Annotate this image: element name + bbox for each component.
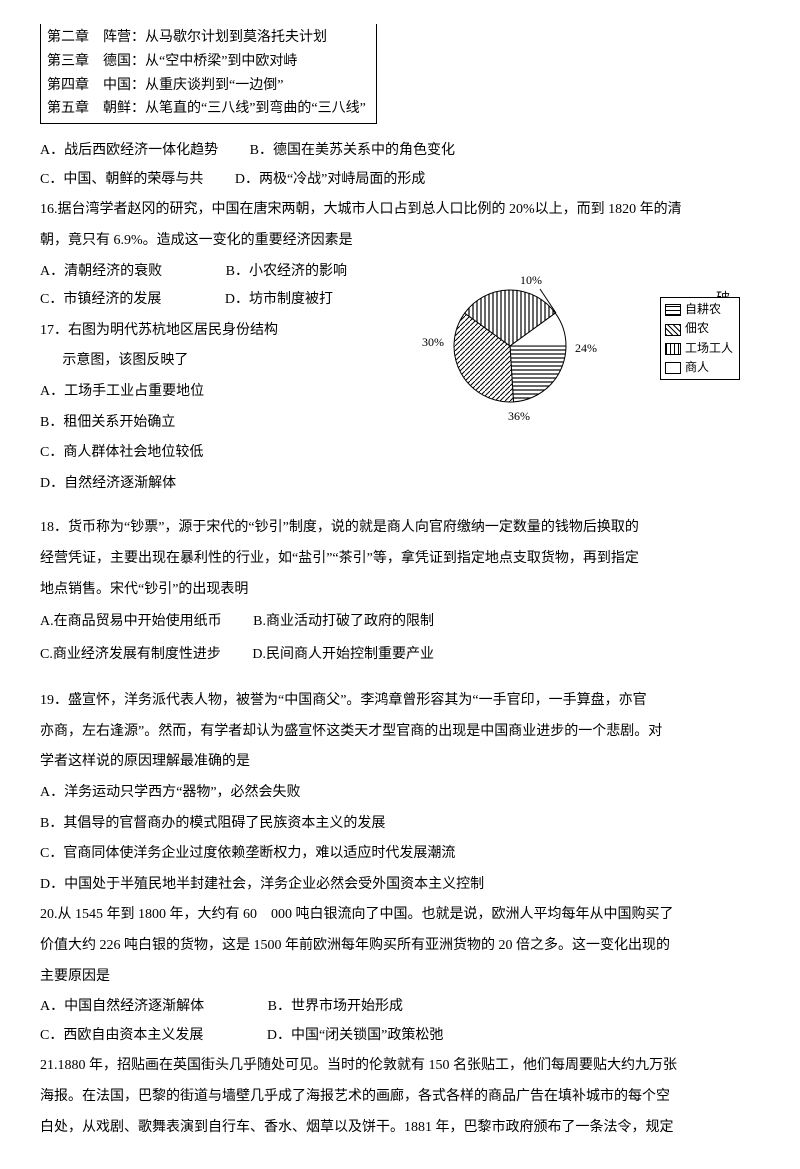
q17-block: C．市镇经济的发展 D．坊市制度被打 破 17．右图为明代苏杭地区居民身份结构 …: [40, 287, 760, 497]
q20-options-row2: C．西欧自由资本主义发展 D．中国“闭关锁国”政策松弛: [40, 1023, 760, 1050]
q19-opt-b: B．其倡导的官督商办的模式阻碍了民族资本主义的发展: [40, 811, 760, 838]
legend-label-4: 商人: [685, 360, 709, 374]
q15-options-row1: A．战后西欧经济一体化趋势 B．德国在美苏关系中的角色变化: [40, 138, 760, 165]
q18-line3: 地点销售。宋代“钞引”的出现表明: [40, 577, 760, 604]
legend-swatch-icon: [665, 343, 681, 355]
q18-line1: 18．货币称为“钞票”，源于宋代的“钞引”制度，说的就是商人向官府缴纳一定数量的…: [40, 515, 760, 542]
q20-opt-a: A．中国自然经济逐渐解体: [40, 994, 204, 1021]
q16-opt-d: D．坊市制度被打: [225, 287, 333, 314]
q18-opt-a: A.在商品贸易中开始使用纸币: [40, 609, 222, 636]
q16-stem-line1: 16.据台湾学者赵冈的研究，中国在唐宋两朝，大城市人口占到总人口比例的 20%以…: [40, 197, 760, 224]
legend-row-1: 自耕农: [665, 300, 733, 319]
q15-opt-c: C．中国、朝鲜的荣辱与共: [40, 167, 203, 194]
q18-options-row2: C.商业经济发展有制度性进步 D.民间商人开始控制重要产业: [40, 642, 760, 669]
q16-stem-line2: 朝，竟只有 6.9%。造成这一变化的重要经济因素是: [40, 228, 760, 255]
pie-label-24: 24%: [575, 337, 597, 360]
chapter-row-2: 第二章 阵营：从马歇尔计划到莫洛托夫计划: [47, 26, 366, 50]
legend-swatch-icon: [665, 362, 681, 374]
q19-line3: 学者这样说的原因理解最准确的是: [40, 749, 760, 776]
q17-opt-c: C．商人群体社会地位较低: [40, 440, 760, 467]
q21-line1: 21.1880 年，招贴画在英国街头几乎随处可见。当时的伦敦就有 150 名张贴…: [40, 1053, 760, 1080]
q19-line1: 19．盛宣怀，洋务派代表人物，被誉为“中国商父”。李鸿章曾形容其为“一手官印，一…: [40, 688, 760, 715]
pie-legend: 自耕农 佃农 工场工人 商人: [660, 297, 740, 380]
legend-swatch-icon: [665, 324, 681, 336]
legend-label-3: 工场工人: [685, 341, 733, 355]
legend-label-2: 佃农: [685, 321, 709, 335]
q19-line2: 亦商，左右逢源”。然而，有学者却认为盛宣怀这类天才型官商的出现是中国商业进步的一…: [40, 719, 760, 746]
q20-opt-d: D．中国“闭关锁国”政策松弛: [267, 1023, 444, 1050]
q18-opt-b: B.商业活动打破了政府的限制: [253, 609, 434, 636]
chapter-box: 第二章 阵营：从马歇尔计划到莫洛托夫计划 第三章 德国：从“空中桥梁”到中欧对峙…: [40, 24, 377, 124]
q18-opt-c: C.商业经济发展有制度性进步: [40, 642, 221, 669]
chapter-row-3: 第三章 德国：从“空中桥梁”到中欧对峙: [47, 50, 366, 74]
q16-opt-c: C．市镇经济的发展: [40, 287, 161, 314]
q19-opt-c: C．官商同体使洋务企业过度依赖垄断权力，难以适应时代发展潮流: [40, 841, 760, 868]
pie-label-30: 30%: [422, 331, 444, 354]
q20-opt-b: B．世界市场开始形成: [268, 994, 403, 1021]
chapter-row-4: 第四章 中国：从重庆谈判到“一边倒”: [47, 74, 366, 98]
q17-opt-d: D．自然经济逐渐解体: [40, 471, 760, 498]
pie-label-10: 10%: [520, 269, 542, 292]
pie-svg: [420, 261, 600, 421]
q15-options-row2: C．中国、朝鲜的荣辱与共 D．两极“冷战”对峙局面的形成: [40, 167, 760, 194]
pie-label-36: 36%: [508, 405, 530, 428]
legend-label-1: 自耕农: [685, 302, 721, 316]
legend-swatch-icon: [665, 304, 681, 316]
pie-chart: 24% 36% 30% 10% 自耕农 佃农 工场工人 商人: [420, 261, 680, 421]
q16-opt-b: B．小农经济的影响: [226, 259, 347, 286]
q19-opt-d: D．中国处于半殖民地半封建社会，洋务企业必然会受外国资本主义控制: [40, 872, 760, 899]
q19-opt-a: A．洋务运动只学西方“器物”，必然会失败: [40, 780, 760, 807]
chapter-row-5: 第五章 朝鲜：从笔直的“三八线”到弯曲的“三八线”: [47, 97, 366, 121]
q20-line1: 20.从 1545 年到 1800 年，大约有 60 000 吨白银流向了中国。…: [40, 902, 760, 929]
q15-opt-a: A．战后西欧经济一体化趋势: [40, 138, 218, 165]
q15-opt-d: D．两极“冷战”对峙局面的形成: [235, 167, 426, 194]
q20-line2: 价值大约 226 吨白银的货物，这是 1500 年前欧洲每年购买所有亚洲货物的 …: [40, 933, 760, 960]
legend-row-4: 商人: [665, 358, 733, 377]
q18-options-row1: A.在商品贸易中开始使用纸币 B.商业活动打破了政府的限制: [40, 609, 760, 636]
legend-row-2: 佃农: [665, 319, 733, 338]
q20-line3: 主要原因是: [40, 964, 760, 991]
q18-opt-d: D.民间商人开始控制重要产业: [252, 642, 434, 669]
q20-opt-c: C．西欧自由资本主义发展: [40, 1023, 203, 1050]
q21-line2: 海报。在法国，巴黎的街道与墙壁几乎成了海报艺术的画廊，各式各样的商品广告在填补城…: [40, 1084, 760, 1111]
q16-opt-a: A．清朝经济的衰败: [40, 259, 162, 286]
q20-options-row1: A．中国自然经济逐渐解体 B．世界市场开始形成: [40, 994, 760, 1021]
q21-line3: 白处，从戏剧、歌舞表演到自行车、香水、烟草以及饼干。1881 年，巴黎市政府颁布…: [40, 1115, 760, 1142]
legend-row-3: 工场工人: [665, 339, 733, 358]
q18-line2: 经营凭证，主要出现在暴利性的行业，如“盐引”“茶引”等，拿凭证到指定地点支取货物…: [40, 546, 760, 573]
q15-opt-b: B．德国在美苏关系中的角色变化: [250, 138, 455, 165]
